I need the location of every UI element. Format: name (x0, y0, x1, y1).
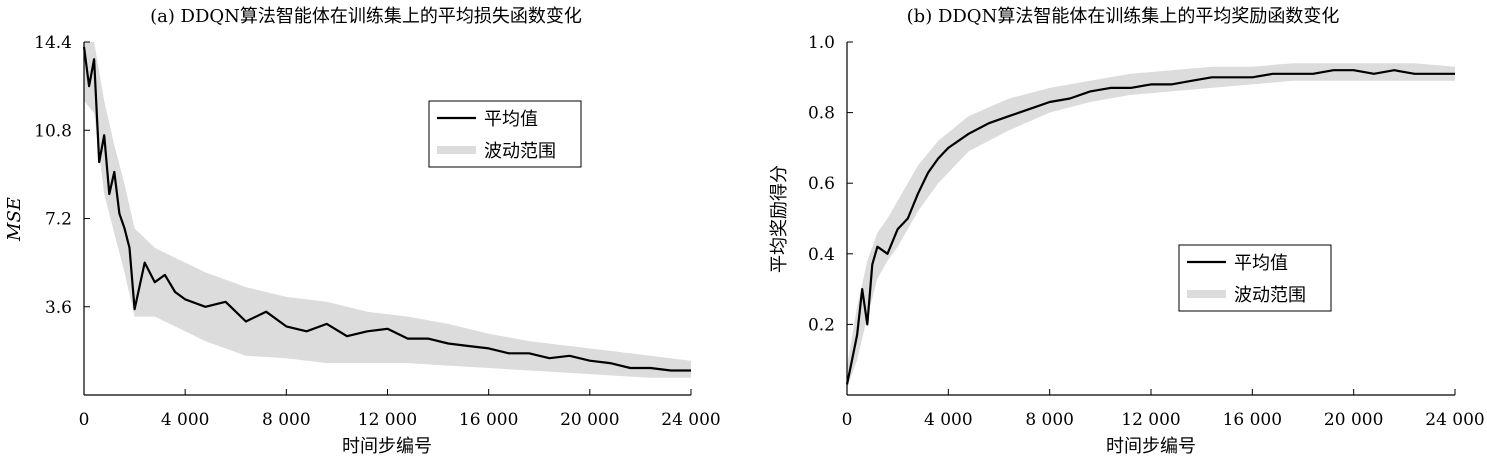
panel-a-loss-chart: (a) DDQN算法智能体在训练集上的平均损失函数变化 0 4 000 8 000 1… (4, 6, 721, 457)
chart-b-x-ticks: 0 4 000 8 000 12 000 16 000 20 000 24 000 (842, 389, 1485, 430)
chart-a-x-label: 时间步编号 (342, 436, 432, 457)
chart-b-legend: 平均值 波动范围 (1178, 244, 1332, 312)
chart-b-mean-line (845, 69, 1455, 385)
chart-a-line-layer (82, 46, 691, 372)
chart-a-band-layer (84, 42, 691, 378)
chart-a-y-ticks: 3.6 7.2 10.8 14.4 (34, 33, 90, 318)
chart-b-x-tick-label: 8 000 (1025, 410, 1074, 430)
chart-a-x-tick-label: 20 000 (560, 410, 619, 430)
chart-b-x-tick-label: 0 (842, 410, 853, 430)
chart-a-x-tick-label: 24 000 (661, 410, 720, 430)
chart-a-y-tick-label: 10.8 (34, 121, 72, 141)
chart-a-title: (a) DDQN算法智能体在训练集上的平均损失函数变化 (150, 6, 582, 27)
chart-b-line-layer (845, 69, 1455, 385)
chart-a-y-label: MSE (4, 197, 25, 242)
chart-b-legend-box (1178, 244, 1332, 312)
chart-a-x-tick-label: 4 000 (161, 410, 210, 430)
chart-b-y-tick-label: 0.6 (808, 174, 835, 194)
chart-a-x-tick-label: 0 (79, 410, 90, 430)
chart-a-x-tick-label: 8 000 (262, 410, 311, 430)
chart-a-band-area (84, 42, 691, 378)
chart-a-y-tick-label: 3.6 (45, 298, 72, 318)
chart-a-mean-line (82, 46, 691, 372)
chart-a-y-tick-label: 14.4 (34, 33, 72, 53)
chart-b-y-tick-label: 0.2 (808, 315, 835, 335)
chart-a-x-ticks: 0 4 000 8 000 12 000 16 000 20 000 24 000 (79, 389, 721, 430)
chart-b-band-layer (847, 63, 1455, 388)
chart-b-y-tick-label: 1.0 (808, 33, 835, 53)
panel-b-reward-chart: (b) DDQN算法智能体在训练集上的平均奖励函数变化 0 4 000 8 000 1… (769, 6, 1485, 457)
chart-b-x-label: 时间步编号 (1106, 436, 1196, 457)
chart-b-x-tick-label: 20 000 (1324, 410, 1383, 430)
chart-b-y-tick-label: 0.8 (808, 104, 835, 124)
chart-a-x-tick-label: 16 000 (459, 410, 518, 430)
chart-b-legend-band-label: 波动范围 (1234, 285, 1306, 306)
chart-a-x-tick-label: 12 000 (358, 410, 417, 430)
chart-a-legend-band-label: 波动范围 (484, 141, 556, 162)
chart-a-y-tick-label: 7.2 (45, 210, 72, 230)
chart-b-y-tick-label: 0.4 (808, 245, 835, 265)
chart-a-legend-mean-label: 平均值 (484, 109, 538, 130)
chart-b-band-area (847, 63, 1455, 388)
chart-b-x-tick-label: 12 000 (1121, 410, 1180, 430)
chart-a-legend: 平均值 波动范围 (428, 100, 582, 168)
chart-b-y-label: 平均奖励得分 (769, 165, 790, 273)
chart-b-x-tick-label: 16 000 (1223, 410, 1282, 430)
chart-b-title: (b) DDQN算法智能体在训练集上的平均奖励函数变化 (907, 6, 1340, 27)
chart-b-y-ticks: 0.2 0.4 0.6 0.8 1.0 (808, 33, 853, 335)
chart-a-legend-box (428, 100, 582, 168)
chart-b-x-tick-label: 24 000 (1425, 410, 1484, 430)
chart-b-legend-mean-label: 平均值 (1234, 253, 1288, 274)
chart-b-x-tick-label: 4 000 (924, 410, 973, 430)
